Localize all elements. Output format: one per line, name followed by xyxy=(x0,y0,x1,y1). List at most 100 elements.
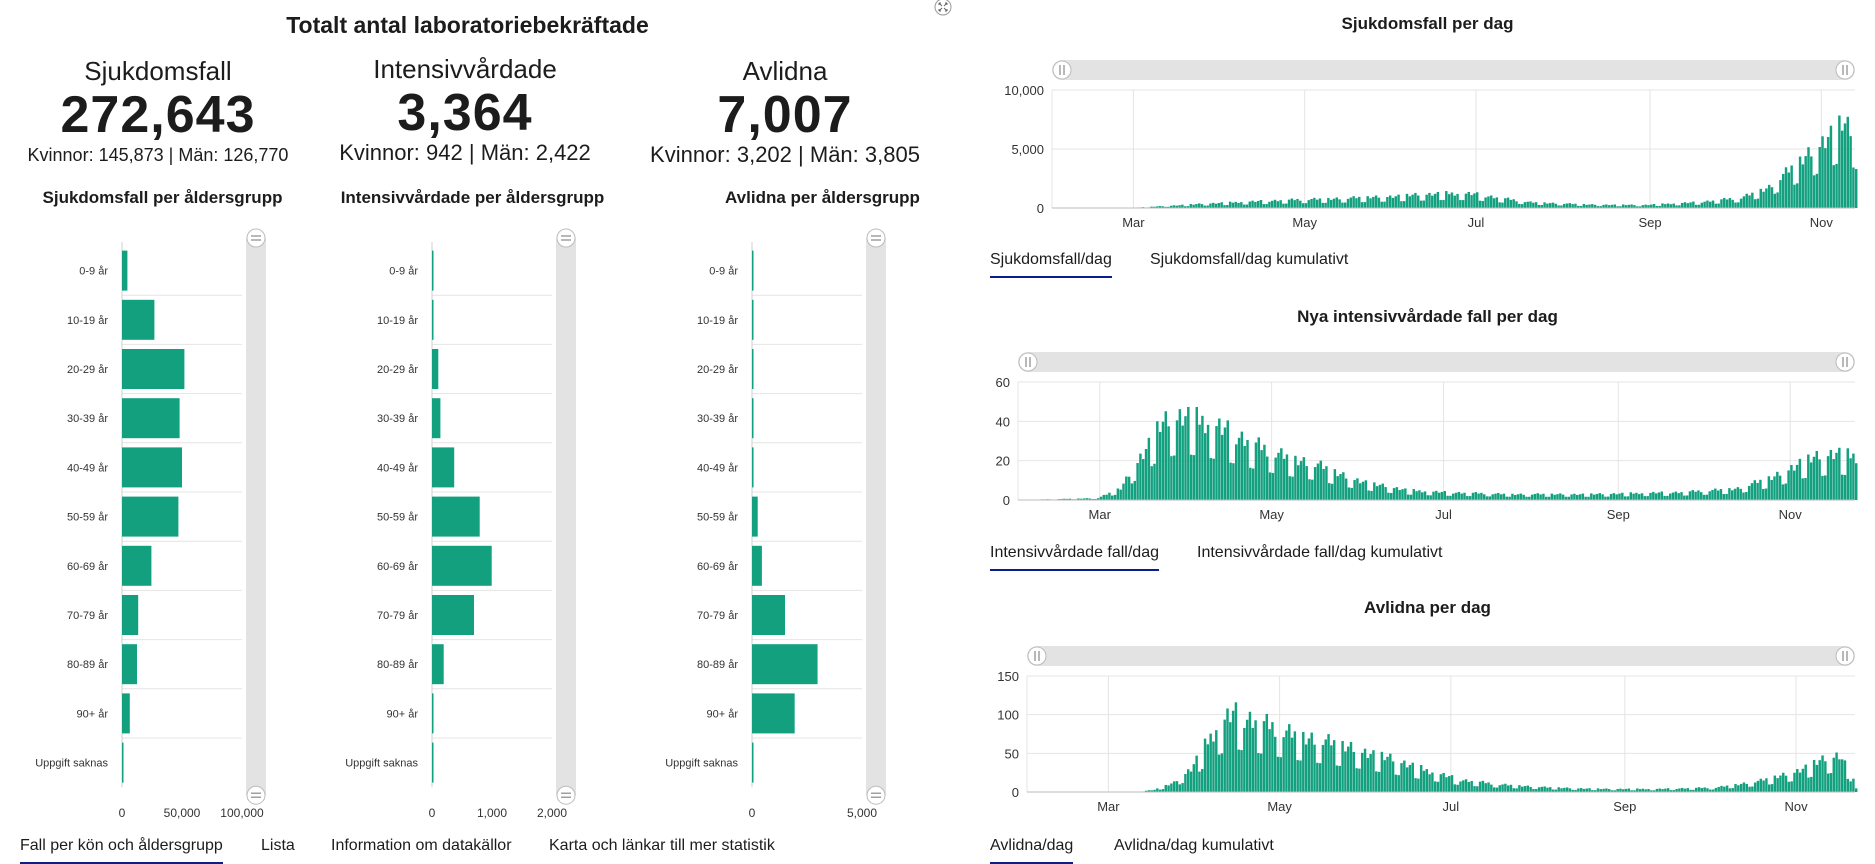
daily-bar[interactable] xyxy=(1451,192,1453,208)
daily-bar[interactable] xyxy=(1855,169,1857,208)
daily-bar[interactable] xyxy=(1706,201,1708,208)
daily-bar[interactable] xyxy=(1344,751,1346,792)
daily-bar[interactable] xyxy=(1136,463,1138,500)
daily-bar[interactable] xyxy=(1393,488,1395,500)
daily-bar[interactable] xyxy=(1420,201,1422,208)
daily-bar[interactable] xyxy=(1266,457,1268,500)
daily-bar[interactable] xyxy=(1479,201,1481,208)
daily-bar[interactable] xyxy=(1220,202,1222,208)
daily-bar[interactable] xyxy=(1313,198,1315,208)
daily-bar[interactable] xyxy=(1232,463,1234,500)
daily-bar[interactable] xyxy=(1590,493,1592,500)
daily-bar[interactable] xyxy=(1325,739,1327,792)
daily-bar[interactable] xyxy=(1649,493,1651,500)
daily-bar[interactable] xyxy=(1286,454,1288,500)
daily-bar[interactable] xyxy=(1630,492,1632,500)
daily-bar[interactable] xyxy=(1108,493,1110,500)
daily-bar[interactable] xyxy=(1223,720,1225,792)
daily-bar[interactable] xyxy=(1771,784,1773,792)
daily-bar[interactable] xyxy=(1799,157,1801,208)
daily-bar[interactable] xyxy=(1790,781,1792,792)
daily-bar[interactable] xyxy=(1310,199,1312,208)
daily-bar[interactable] xyxy=(1345,479,1347,500)
daily-bar[interactable] xyxy=(1212,459,1214,500)
daily-bar[interactable] xyxy=(1396,487,1398,500)
daily-bar[interactable] xyxy=(1582,494,1584,500)
daily-bar[interactable] xyxy=(1479,782,1481,792)
daily-bar[interactable] xyxy=(1723,198,1725,208)
daily-bar[interactable] xyxy=(1249,468,1251,500)
age-bar[interactable] xyxy=(752,349,754,389)
range-handle-end[interactable] xyxy=(1836,353,1854,371)
daily-bar[interactable] xyxy=(1785,776,1787,792)
daily-bar[interactable] xyxy=(1383,202,1385,208)
daily-bar[interactable] xyxy=(1542,494,1544,500)
daily-bar[interactable] xyxy=(1439,200,1441,208)
daily-bar[interactable] xyxy=(1105,495,1107,500)
daily-bar[interactable] xyxy=(1624,496,1626,500)
daily-bar[interactable] xyxy=(1117,488,1119,500)
daily-bar[interactable] xyxy=(1437,192,1439,208)
daily-bar[interactable] xyxy=(1520,494,1522,500)
daily-bar[interactable] xyxy=(1835,753,1837,792)
daily-bar[interactable] xyxy=(1243,446,1245,500)
daily-bar[interactable] xyxy=(1507,198,1509,208)
daily-bar[interactable] xyxy=(1173,456,1175,500)
daily-bar[interactable] xyxy=(1588,204,1590,208)
daily-bar[interactable] xyxy=(1746,194,1748,208)
daily-bar[interactable] xyxy=(1664,789,1666,792)
daily-bar[interactable] xyxy=(1838,448,1840,500)
daily-bar[interactable] xyxy=(1709,202,1711,208)
daily-bar[interactable] xyxy=(1376,486,1378,500)
daily-bar[interactable] xyxy=(1757,199,1759,208)
daily-bar[interactable] xyxy=(1746,784,1748,792)
daily-bar[interactable] xyxy=(1190,455,1192,500)
daily-bar[interactable] xyxy=(1221,753,1223,792)
daily-bar[interactable] xyxy=(1134,481,1136,500)
daily-bar[interactable] xyxy=(1737,202,1739,208)
age-bar[interactable] xyxy=(752,743,754,783)
daily-bar[interactable] xyxy=(1687,203,1689,208)
daily-bar[interactable] xyxy=(1238,438,1240,500)
daily-bar[interactable] xyxy=(1383,760,1385,792)
daily-bar[interactable] xyxy=(1103,495,1105,500)
daily-bar[interactable] xyxy=(1776,192,1778,208)
age-scrollbar-track[interactable] xyxy=(556,238,576,795)
daily-bar[interactable] xyxy=(1734,489,1736,500)
daily-bar[interactable] xyxy=(1650,205,1652,208)
daily-bar[interactable] xyxy=(1229,722,1231,792)
daily-bar[interactable] xyxy=(1392,761,1394,792)
daily-bar[interactable] xyxy=(1413,489,1415,500)
daily-bar[interactable] xyxy=(1627,496,1629,500)
daily-bar[interactable] xyxy=(1296,199,1298,208)
daily-bar[interactable] xyxy=(1601,494,1603,500)
daily-bar[interactable] xyxy=(1243,728,1245,792)
daily-bar[interactable] xyxy=(1150,466,1152,500)
daily-bar[interactable] xyxy=(1821,136,1823,208)
daily-bar[interactable] xyxy=(1486,496,1488,500)
daily-bar[interactable] xyxy=(1257,753,1259,792)
daily-bar[interactable] xyxy=(1715,788,1717,792)
daily-bar[interactable] xyxy=(1765,778,1767,792)
daily-bar[interactable] xyxy=(1263,204,1265,208)
daily-bar[interactable] xyxy=(1353,752,1355,792)
daily-bar[interactable] xyxy=(1226,709,1228,792)
daily-bar[interactable] xyxy=(1762,192,1764,208)
daily-bar[interactable] xyxy=(1421,492,1423,500)
daily-bar[interactable] xyxy=(1770,480,1772,500)
daily-bar[interactable] xyxy=(1201,769,1203,792)
daily-bar[interactable] xyxy=(1366,196,1368,208)
daily-bar[interactable] xyxy=(1771,187,1773,208)
daily-bar[interactable] xyxy=(1260,754,1262,792)
daily-bar[interactable] xyxy=(1813,175,1815,208)
daily-bar[interactable] xyxy=(1782,773,1784,792)
age-bar[interactable] xyxy=(752,300,754,340)
daily-bar[interactable] xyxy=(1852,454,1854,500)
daily-bar[interactable] xyxy=(1576,495,1578,500)
daily-bar[interactable] xyxy=(1666,496,1668,500)
daily-bar[interactable] xyxy=(1291,738,1293,792)
daily-bar[interactable] xyxy=(1466,496,1468,500)
daily-bar[interactable] xyxy=(1215,730,1217,792)
daily-bar[interactable] xyxy=(1546,204,1548,208)
daily-bar[interactable] xyxy=(1622,204,1624,208)
